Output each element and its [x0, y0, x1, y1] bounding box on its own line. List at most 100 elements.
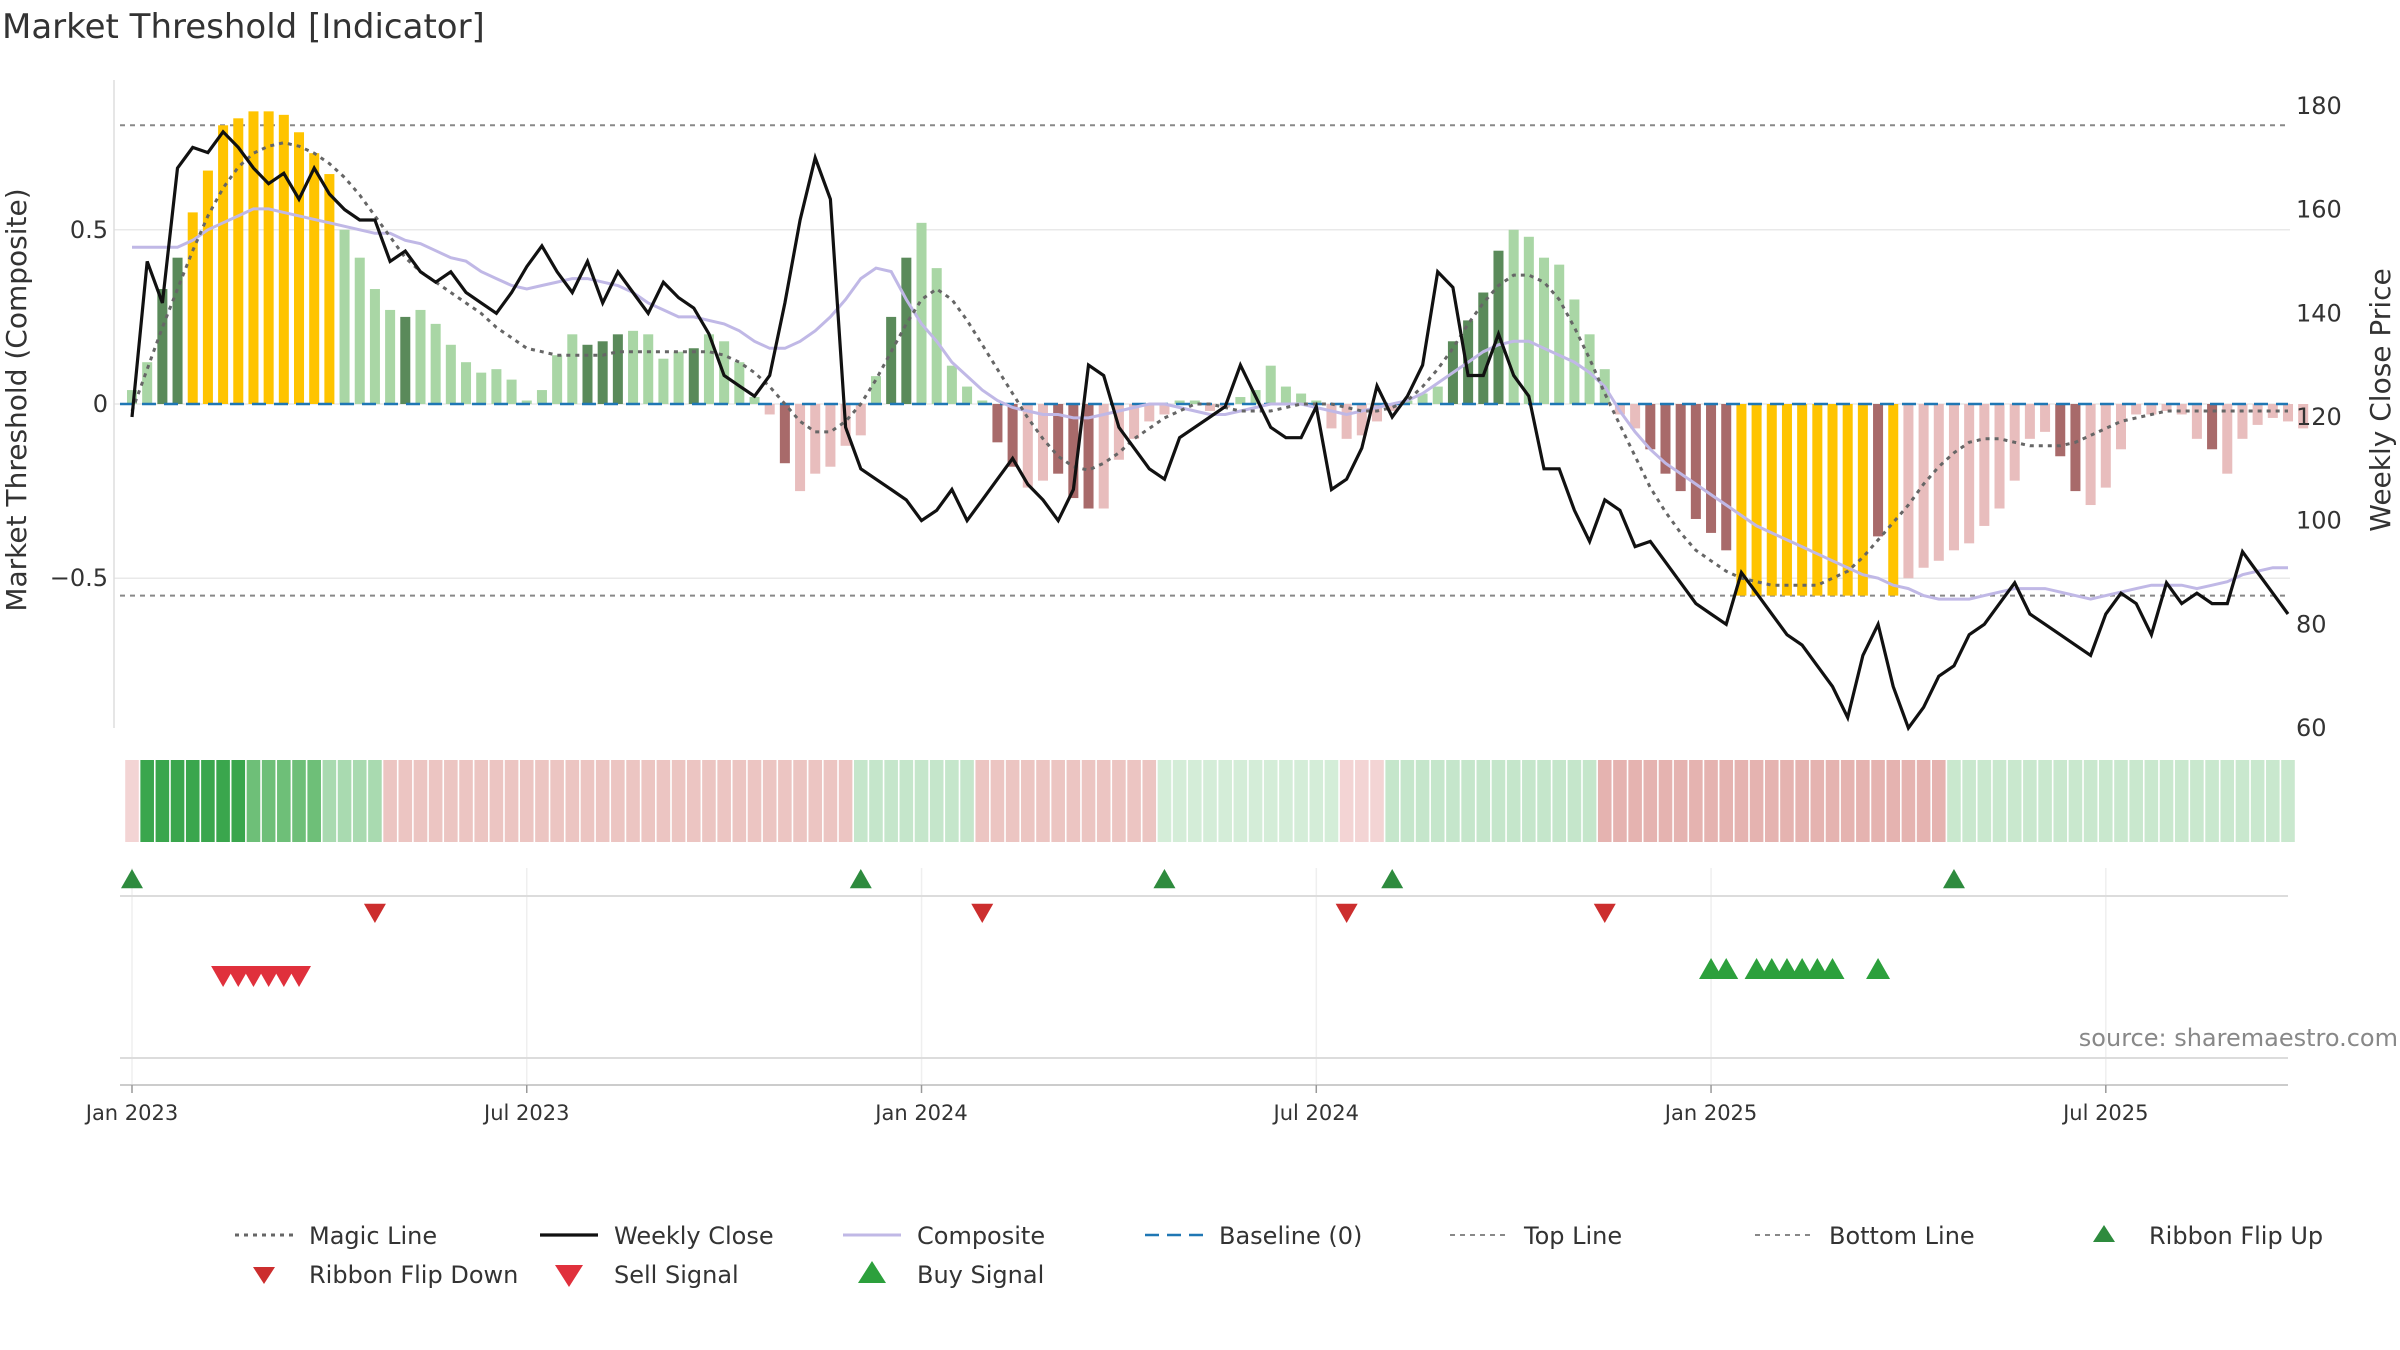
histogram-bar	[1356, 404, 1367, 436]
buy-signal-marker	[1744, 958, 1769, 979]
histogram-bar	[901, 257, 912, 404]
histogram-bar	[1979, 404, 1990, 526]
histogram-bar	[2131, 404, 2142, 415]
histogram-bar	[263, 111, 274, 405]
right-tick-label: 60	[2296, 714, 2327, 742]
left-tick-label: −0.5	[50, 564, 108, 592]
ribbon-cell	[1643, 760, 1658, 842]
ribbon-cell	[717, 760, 731, 842]
histogram-bar	[628, 330, 639, 404]
ribbon-cell	[762, 760, 777, 842]
ribbon-cell	[626, 760, 640, 842]
ribbon-cell	[1795, 760, 1809, 842]
magic-line	[130, 141, 2288, 587]
histogram-bar	[886, 316, 897, 404]
ribbon-cell	[1461, 760, 1475, 842]
x-axis: Jan 2023 Jul 2023 Jan 2024 Jul 2024 Jan 2025…	[84, 1085, 2149, 1125]
ribbon-cell	[1309, 760, 1324, 842]
buy-signal-marker	[1820, 958, 1845, 979]
sell-signal-marker	[256, 966, 281, 987]
legend-swatch	[858, 1261, 886, 1283]
ribbon-cell	[368, 760, 382, 842]
ribbon-flip-up-marker	[1381, 869, 1404, 889]
ribbon-cell	[1719, 760, 1734, 842]
ribbon-cell	[1658, 760, 1673, 842]
ribbon-cell	[747, 760, 762, 842]
legend-swatch	[253, 1267, 275, 1284]
histogram-bar	[1417, 393, 1428, 404]
ribbon-cell	[519, 760, 534, 842]
histogram-bar	[1053, 404, 1064, 474]
ribbon-cell	[1901, 760, 1916, 842]
histogram-bar	[2100, 404, 2111, 488]
histogram-bar	[400, 316, 411, 404]
ribbon-cell	[2190, 760, 2204, 842]
legend-label: Weekly Close	[614, 1222, 774, 1250]
ribbon-flip-down-marker	[1593, 903, 1616, 923]
histogram-bar	[142, 362, 153, 404]
histogram-bar	[354, 257, 365, 404]
histogram-bar	[977, 400, 988, 404]
histogram-bar	[1341, 404, 1352, 439]
histogram-bar	[1235, 397, 1246, 404]
ribbon-cell	[1506, 760, 1521, 842]
histogram-bar	[491, 369, 502, 404]
histogram-bar	[1508, 229, 1519, 404]
ribbon-cell	[1537, 760, 1551, 842]
histogram-bar	[1402, 400, 1413, 404]
ribbon-cell	[2174, 760, 2189, 842]
histogram-bar	[1189, 400, 1200, 404]
histogram-bar	[1630, 404, 1641, 429]
histogram-bar	[1554, 264, 1565, 404]
histogram-bar	[962, 386, 973, 404]
ribbon-cell	[2144, 760, 2159, 842]
histogram-bar	[1523, 236, 1534, 404]
ribbon-cell	[1567, 760, 1582, 842]
ribbon-cell	[1446, 760, 1460, 842]
legend-label: Ribbon Flip Up	[2149, 1222, 2323, 1250]
ribbon-cell	[2250, 760, 2265, 842]
ribbon-cell	[2205, 760, 2219, 842]
ribbon-cell	[1355, 760, 1369, 842]
histogram-bar	[1265, 365, 1276, 404]
ribbon-cell	[1552, 760, 1567, 842]
ribbon-cell	[459, 760, 473, 842]
histogram-bar	[1326, 404, 1337, 429]
legend-item-sell: Sell Signal	[555, 1261, 739, 1289]
legend-label: Ribbon Flip Down	[309, 1261, 518, 1289]
histogram-bar	[795, 404, 806, 492]
histogram-bar	[1296, 393, 1307, 404]
histogram-bar	[2267, 404, 2278, 418]
ribbon-flip-up-marker	[121, 869, 143, 889]
right-tick-label: 160	[2296, 196, 2342, 224]
ribbon-cell	[853, 760, 868, 842]
histogram-bar	[1781, 404, 1792, 596]
sell-signal-marker	[211, 966, 236, 987]
histogram-bar	[1539, 257, 1550, 404]
histogram-bar	[218, 125, 229, 405]
ribbon-cell	[185, 760, 200, 842]
x-tick-label: Jul 2025	[2061, 1101, 2148, 1125]
histogram-bar	[1873, 404, 1884, 537]
histogram-bar	[749, 397, 760, 404]
ribbon-cell	[125, 760, 139, 842]
threshold-lines	[120, 124, 2288, 597]
ribbon-cell	[1036, 760, 1050, 842]
histogram-bar	[2222, 404, 2233, 474]
ribbon-cell	[2038, 760, 2052, 842]
histogram-bar	[1372, 404, 1383, 422]
x-tick-label: Jan 2023	[84, 1101, 179, 1125]
ribbon-cell	[1476, 760, 1491, 842]
histogram-bar	[1660, 404, 1671, 474]
ribbon-cell	[1491, 760, 1506, 842]
histogram-bar	[385, 309, 396, 404]
histogram-bar	[1098, 404, 1109, 509]
legend-item-magic: Magic Line	[235, 1222, 437, 1250]
histogram-bar	[1174, 400, 1185, 404]
histogram-bar	[870, 376, 881, 404]
histogram-bar	[1766, 404, 1777, 596]
ribbon-cell	[2068, 760, 2083, 842]
ribbon-cell	[975, 760, 990, 842]
ribbon-cell	[1840, 760, 1855, 842]
